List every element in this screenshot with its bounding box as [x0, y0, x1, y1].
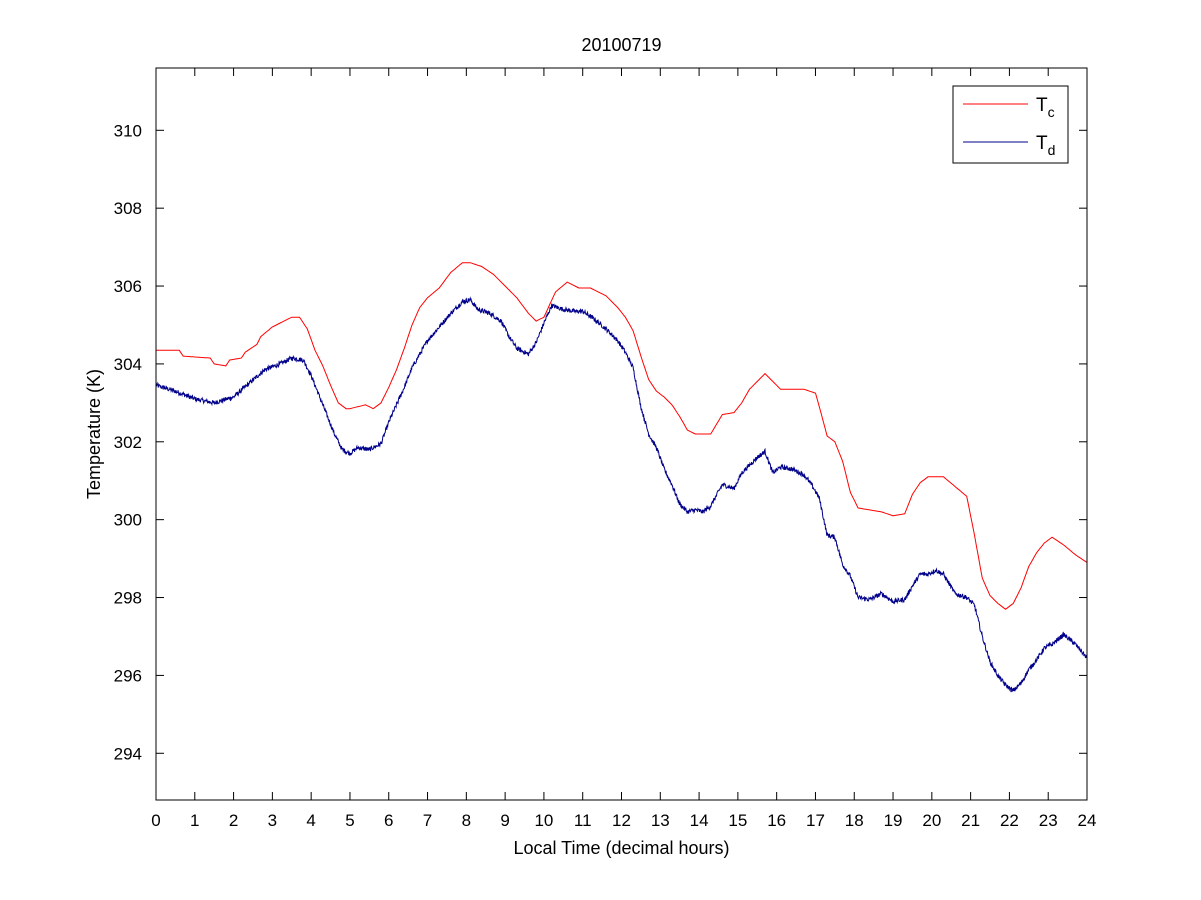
- y-tick-label: 306: [114, 277, 142, 296]
- x-tick-label: 16: [767, 811, 786, 830]
- x-tick-label: 12: [612, 811, 631, 830]
- legend-label-Tc: Tc: [1036, 95, 1055, 120]
- x-tick-label: 1: [190, 811, 199, 830]
- x-tick-label: 20: [922, 811, 941, 830]
- legend-box: [952, 85, 1069, 164]
- x-tick-label: 3: [268, 811, 277, 830]
- x-axis-title: Local Time (decimal hours): [513, 838, 729, 858]
- y-tick-label: 298: [114, 589, 142, 608]
- y-tick-label: 302: [114, 433, 142, 452]
- series-line-Tc: [156, 262, 1088, 610]
- legend-label-Td: Td: [1036, 133, 1055, 158]
- y-tick-label: 294: [114, 744, 142, 763]
- x-tick-label: 22: [1000, 811, 1019, 830]
- series-line-Td: [155, 296, 1088, 693]
- x-tick-label: 0: [151, 811, 160, 830]
- x-tick-label: 21: [961, 811, 980, 830]
- x-tick-label: 10: [534, 811, 553, 830]
- x-tick-label: 11: [574, 811, 592, 830]
- x-tick-label: 2: [229, 811, 238, 830]
- y-tick-label: 308: [114, 199, 142, 218]
- y-axis-title: Temperature (K): [84, 369, 104, 499]
- x-tick-label: 23: [1039, 811, 1058, 830]
- x-tick-label: 7: [423, 811, 432, 830]
- x-tick-label: 24: [1078, 811, 1097, 830]
- x-tick-label: 5: [345, 811, 354, 830]
- x-tick-label: 19: [884, 811, 903, 830]
- x-tick-label: 18: [845, 811, 864, 830]
- x-tick-label: 9: [500, 811, 509, 830]
- legend: Tc Td: [952, 85, 1069, 164]
- x-tick-label: 4: [306, 811, 315, 830]
- x-tick-label: 15: [728, 811, 747, 830]
- x-tick-label: 14: [690, 811, 709, 830]
- y-tick-label: 300: [114, 511, 142, 530]
- y-tick-label: 304: [114, 355, 142, 374]
- y-tick-label: 296: [114, 666, 142, 685]
- y-tick-label: 310: [114, 121, 142, 140]
- series-layer: [155, 262, 1088, 693]
- x-tick-label: 17: [806, 811, 825, 830]
- chart-title: 20100719: [581, 35, 661, 55]
- x-tick-label: 13: [651, 811, 670, 830]
- ticks-layer: 0 1 2 3 4 5 6 7 8 9 10 11 12 13 14 15 16 17 18 19 20 21 22 23 24…: [114, 68, 1097, 830]
- x-tick-label: 8: [462, 811, 471, 830]
- x-tick-label: 6: [384, 811, 393, 830]
- plot-area: [156, 68, 1087, 800]
